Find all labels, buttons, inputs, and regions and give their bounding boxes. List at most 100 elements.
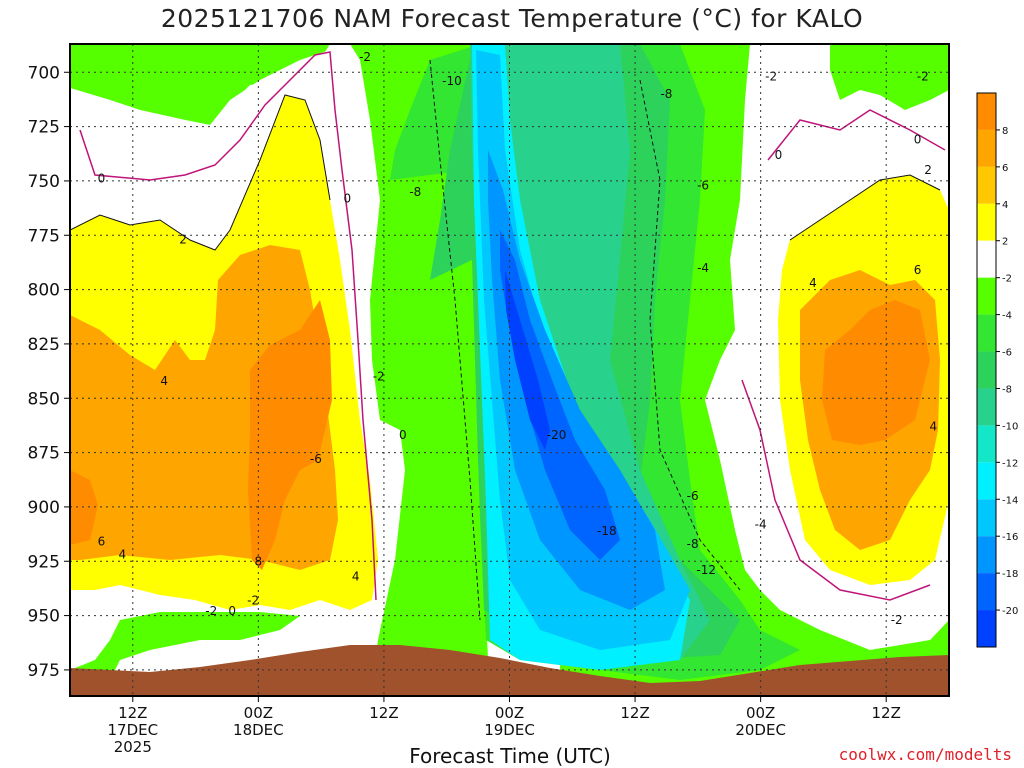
- contour-label: 6: [98, 535, 106, 549]
- contour-label: 2: [924, 163, 932, 177]
- colorbar-tick-label: -4: [1002, 311, 1012, 322]
- contour-label: -2: [247, 593, 259, 607]
- y-tick-label: 950: [28, 607, 60, 627]
- colorbar-swatch: [977, 93, 996, 130]
- contour-label: 0: [914, 133, 922, 147]
- y-tick-label: 875: [28, 444, 60, 464]
- colorbar-swatch: [977, 610, 996, 647]
- colorbar-tick-label: 2: [1002, 237, 1008, 248]
- y-tick-label: 800: [28, 281, 60, 301]
- y-tick-label: 750: [28, 172, 60, 192]
- colorbar-swatch: [977, 388, 996, 426]
- contour-label: 0: [228, 604, 236, 618]
- terrain: [70, 645, 949, 696]
- colorbar-tick-label: 4: [1002, 200, 1008, 211]
- colorbar-swatch: [977, 573, 996, 611]
- y-tick-label: 850: [28, 389, 60, 409]
- contour-label: 0: [343, 191, 351, 205]
- colorbar-tick-label: -10: [1002, 421, 1018, 432]
- colorbar-tick-label: -18: [1002, 569, 1018, 580]
- colorbar-tick-label: -12: [1002, 458, 1018, 469]
- contour-label: 6: [914, 263, 922, 277]
- colorbar-tick-label: -8: [1002, 384, 1012, 395]
- x-tick-label: 2025: [114, 738, 152, 756]
- contour-label: -10: [442, 74, 462, 88]
- x-tick-label: 00Z: [244, 704, 273, 722]
- region-green-bottom-left: [70, 612, 300, 696]
- colorbar-tick-label: -6: [1002, 348, 1012, 359]
- colorbar-tick-label: -14: [1002, 495, 1018, 506]
- y-tick-label: 775: [28, 226, 60, 246]
- x-tick-label: 19DEC: [484, 721, 535, 739]
- contour-label: 8: [255, 554, 263, 568]
- colorbar-tick-label: 8: [1002, 126, 1008, 137]
- contour-label: -12: [696, 563, 716, 577]
- x-tick-label: 12Z: [118, 704, 147, 722]
- contour-label: -2: [765, 70, 777, 84]
- region-blue: [488, 150, 665, 610]
- contour-label: 4: [352, 569, 360, 583]
- x-tick-label: 12Z: [872, 704, 901, 722]
- contour-label: -4: [697, 261, 709, 275]
- contour-label: -6: [697, 178, 709, 192]
- contour-line-zero-lower-right: [741, 379, 931, 601]
- contour-label: -6: [310, 452, 322, 466]
- contour-label: -20: [547, 428, 567, 442]
- credit-link[interactable]: coolwx.com/modelts: [838, 745, 1012, 764]
- contour-label: -2: [205, 604, 217, 618]
- colorbar: 8 6 4 2 -2 -4 -6 -8 -10 -12 -14 -16 -18 -20: [976, 92, 1018, 648]
- y-tick-label: 700: [28, 63, 60, 83]
- contour-label: -18: [597, 524, 617, 538]
- colorbar-swatch: [977, 277, 996, 315]
- contour-label: 0: [98, 172, 106, 186]
- region-green-top-left: [70, 44, 330, 125]
- contour-line-dashed-2: [639, 79, 741, 591]
- contour-label: -8: [687, 537, 699, 551]
- region-deepblue: [505, 270, 550, 450]
- contour-label: -2: [373, 370, 385, 384]
- colorbar-tick-label: 6: [1002, 163, 1008, 174]
- contour-label: -2: [359, 50, 371, 64]
- y-tick-label: 725: [28, 118, 60, 138]
- contour-label: -8: [660, 87, 672, 101]
- colorbar-tick-label: -16: [1002, 532, 1018, 543]
- contour-label: 4: [160, 374, 168, 388]
- contour-label: -6: [687, 489, 699, 503]
- page-title: 2025121706 NAM Forecast Temperature (°C)…: [160, 4, 864, 33]
- y-tick-label: 925: [28, 552, 60, 572]
- contour-label: 2: [179, 233, 187, 247]
- contour-label: 4: [809, 276, 817, 290]
- x-tick-label: 18DEC: [233, 721, 284, 739]
- contour-label: -2: [917, 70, 929, 84]
- colorbar-tick-label: -20: [1002, 606, 1018, 617]
- grid: [70, 44, 949, 696]
- contour-label: -4: [755, 517, 767, 531]
- y-axis: 700 725 750 775 800 825 850 875 900 925 950 975: [28, 63, 70, 681]
- region-deeporange-left: [248, 300, 332, 570]
- x-tick-label: 17DEC: [107, 721, 158, 739]
- colorbar-swatch: [977, 462, 996, 500]
- colorbar-swatch: [977, 351, 996, 389]
- colorbar-swatch: [977, 425, 996, 463]
- x-axis-label: Forecast Time (UTC): [409, 744, 611, 768]
- contour-label: 4: [119, 548, 127, 562]
- colorbar-swatch: [977, 203, 996, 241]
- y-tick-label: 975: [28, 661, 60, 681]
- colorbar-swatch: [977, 314, 996, 352]
- contour-label: -8: [409, 185, 421, 199]
- x-tick-label: 00Z: [495, 704, 524, 722]
- contour-line-solid-left: [70, 94, 331, 251]
- colorbar-tick-label: -2: [1002, 274, 1012, 285]
- colorbar-swatch: [977, 499, 996, 537]
- region-deeporange-left-edge: [70, 470, 98, 545]
- region-green-top-right: [830, 44, 949, 110]
- colorbar-swatch: [977, 240, 996, 278]
- contour-label: 0: [775, 148, 783, 162]
- contour-label: 4: [929, 420, 937, 434]
- y-tick-label: 825: [28, 335, 60, 355]
- x-tick-label: 20DEC: [735, 721, 786, 739]
- y-tick-label: 900: [28, 498, 60, 518]
